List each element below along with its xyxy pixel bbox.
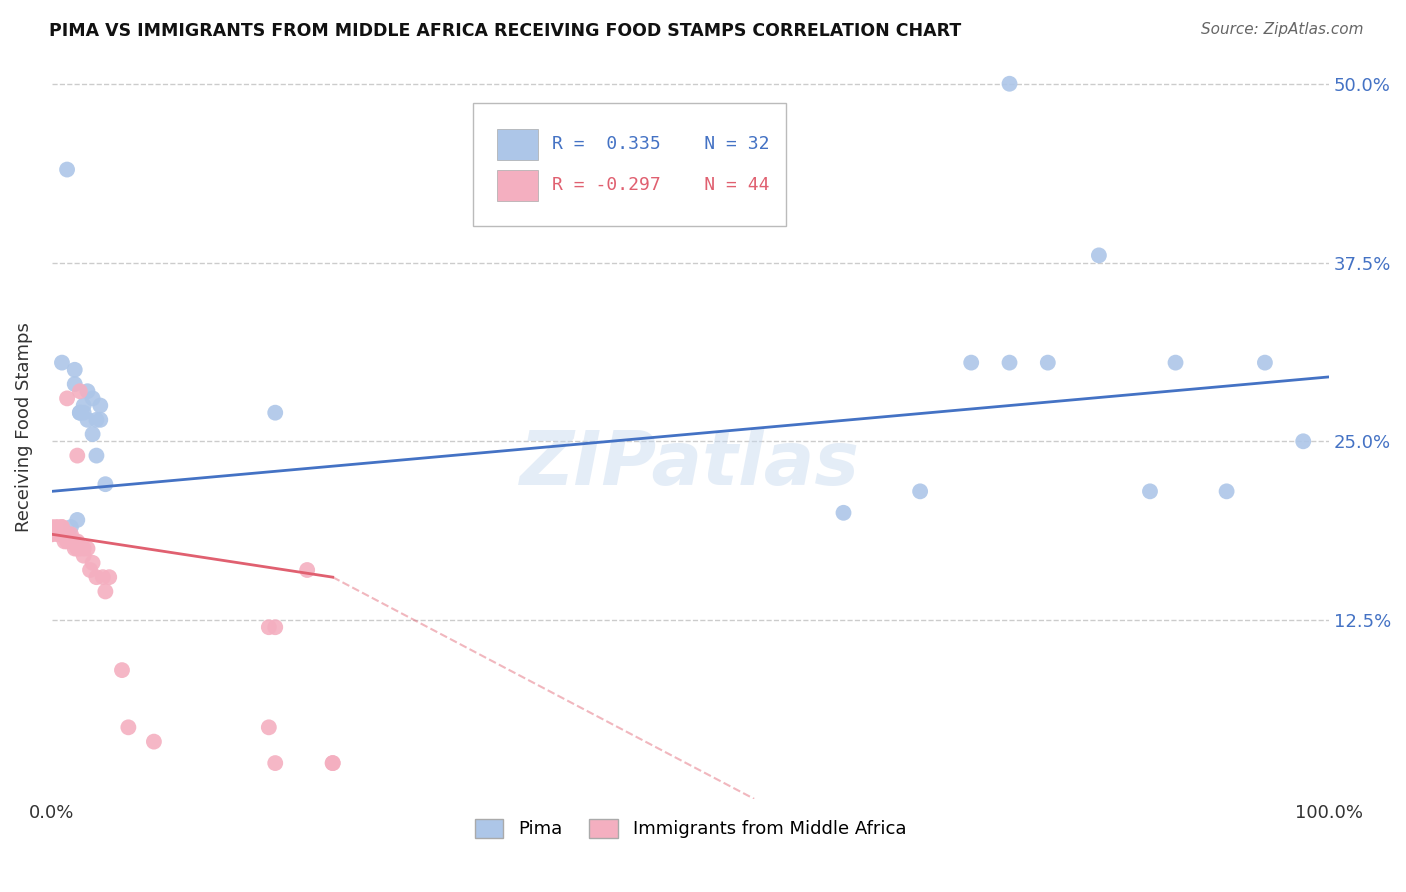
Point [1215, 484, 1237, 499]
Point [63, 363, 86, 377]
Point [908, 484, 931, 499]
Point [41, 527, 63, 541]
Point [66, 541, 89, 556]
Text: R = -0.297    N = 44: R = -0.297 N = 44 [553, 177, 770, 194]
Point [94, 477, 117, 491]
Point [51, 520, 73, 534]
Point [56, 162, 79, 177]
Point [46, 527, 69, 541]
Point [76, 541, 98, 556]
Point [1164, 356, 1187, 370]
FancyBboxPatch shape [498, 169, 538, 201]
FancyBboxPatch shape [474, 103, 786, 227]
Point [117, 720, 139, 734]
Point [59, 534, 82, 549]
Point [51, 520, 73, 534]
Point [82, 427, 104, 442]
Point [998, 77, 1021, 91]
Point [66, 449, 89, 463]
Point [56, 527, 79, 541]
Point [89, 413, 111, 427]
Point [94, 584, 117, 599]
Text: ZIPatlas: ZIPatlas [520, 427, 860, 500]
Point [73, 406, 96, 420]
Point [264, 756, 287, 770]
Point [45, 520, 67, 534]
Point [76, 384, 98, 399]
Point [98, 570, 121, 584]
Point [63, 377, 86, 392]
Point [960, 356, 983, 370]
Point [56, 534, 79, 549]
Point [41, 520, 63, 534]
Point [73, 399, 96, 413]
Point [142, 734, 165, 748]
Point [1036, 356, 1059, 370]
Point [257, 720, 280, 734]
Point [53, 527, 76, 541]
Point [1292, 434, 1315, 449]
Point [1254, 356, 1277, 370]
Point [59, 527, 82, 541]
Point [832, 506, 855, 520]
Text: R =  0.335    N = 32: R = 0.335 N = 32 [553, 136, 770, 153]
Point [257, 620, 280, 634]
Point [73, 541, 96, 556]
Point [86, 413, 108, 427]
Point [82, 392, 104, 406]
Point [69, 541, 91, 556]
Point [66, 513, 89, 527]
Point [66, 534, 89, 549]
Point [295, 563, 318, 577]
Point [41, 527, 63, 541]
Legend: Pima, Immigrants from Middle Africa: Pima, Immigrants from Middle Africa [467, 812, 914, 846]
Point [51, 356, 73, 370]
Point [79, 563, 101, 577]
Point [69, 384, 91, 399]
Point [86, 570, 108, 584]
Point [46, 527, 69, 541]
Point [86, 449, 108, 463]
Text: PIMA VS IMMIGRANTS FROM MIDDLE AFRICA RECEIVING FOOD STAMPS CORRELATION CHART: PIMA VS IMMIGRANTS FROM MIDDLE AFRICA RE… [49, 22, 962, 40]
Point [89, 399, 111, 413]
Point [82, 556, 104, 570]
Point [53, 534, 76, 549]
Point [264, 406, 287, 420]
Point [322, 756, 344, 770]
Point [91, 570, 114, 584]
Point [73, 549, 96, 563]
Point [46, 520, 69, 534]
Point [63, 541, 86, 556]
Point [1139, 484, 1161, 499]
Point [69, 406, 91, 420]
Point [63, 534, 86, 549]
Y-axis label: Receiving Food Stamps: Receiving Food Stamps [15, 322, 32, 532]
Point [51, 527, 73, 541]
Point [264, 620, 287, 634]
FancyBboxPatch shape [498, 128, 538, 160]
Point [322, 756, 344, 770]
Point [998, 356, 1021, 370]
Point [53, 527, 76, 541]
Point [111, 663, 134, 677]
Point [69, 406, 91, 420]
Point [76, 413, 98, 427]
Point [1088, 248, 1111, 262]
Point [56, 392, 79, 406]
Point [59, 520, 82, 534]
Text: Source: ZipAtlas.com: Source: ZipAtlas.com [1201, 22, 1364, 37]
